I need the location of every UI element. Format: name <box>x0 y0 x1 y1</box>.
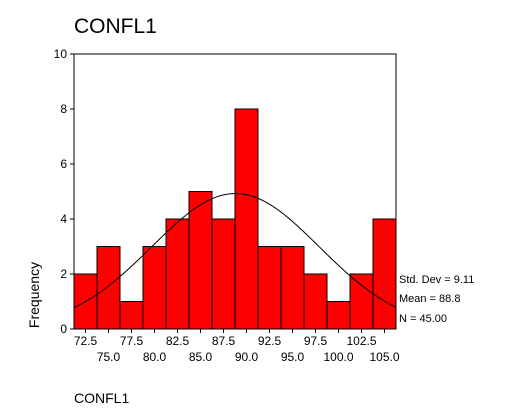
histogram-bar <box>257 246 282 330</box>
x-tick-label: 87.5 <box>212 334 236 348</box>
std-dev-label: Std. Dev = 9.11 <box>399 274 474 286</box>
x-tick-label: 90.0 <box>235 350 259 364</box>
x-tick-label: 102.5 <box>346 334 376 348</box>
histogram-bar <box>119 301 144 330</box>
y-axis-label: Frequency <box>26 262 42 328</box>
histogram-bar <box>165 218 190 330</box>
normal-curve <box>73 193 397 309</box>
histogram-bar <box>303 273 328 330</box>
y-tick-label: 10 <box>54 47 68 61</box>
plot-frame <box>73 53 397 330</box>
y-tick-label: 0 <box>60 322 67 336</box>
n-label: N = 45.00 <box>399 313 447 325</box>
histogram-bar <box>372 218 397 330</box>
histogram-bar <box>188 191 213 330</box>
y-tick-label: 2 <box>60 267 67 281</box>
x-tick-label: 97.5 <box>304 334 328 348</box>
x-tick-label: 100.0 <box>323 350 353 364</box>
x-tick-label: 105.0 <box>369 350 399 364</box>
histogram-bar <box>326 301 351 330</box>
histogram-bar <box>142 246 167 330</box>
x-axis-ticks: 72.5 75.0 77.5 80.0 82.5 85.0 87.5 90.0 92.5 95.0… <box>74 329 400 364</box>
mean-label: Mean = 88.8 <box>399 293 460 305</box>
x-tick-label: 82.5 <box>166 334 190 348</box>
y-tick-label: 4 <box>60 212 67 226</box>
y-axis-ticks: 0 2 4 6 8 10 <box>54 47 74 336</box>
x-axis-label: CONFL1 <box>74 390 129 406</box>
histogram-bar <box>96 246 121 330</box>
x-tick-label: 75.0 <box>97 350 121 364</box>
x-tick-label: 85.0 <box>189 350 213 364</box>
bars-group <box>73 108 397 330</box>
chart-title: CONFL1 <box>74 15 157 38</box>
x-tick-label: 72.5 <box>74 334 98 348</box>
x-tick-label: 95.0 <box>281 350 305 364</box>
histogram-bar <box>280 246 305 330</box>
x-tick-label: 77.5 <box>120 334 144 348</box>
x-tick-label: 92.5 <box>258 334 282 348</box>
histogram-bar <box>234 108 259 330</box>
histogram-bar <box>349 273 374 330</box>
y-tick-label: 6 <box>60 157 67 171</box>
histogram-bar <box>211 218 236 330</box>
y-tick-label: 8 <box>60 102 67 116</box>
x-tick-label: 80.0 <box>143 350 167 364</box>
